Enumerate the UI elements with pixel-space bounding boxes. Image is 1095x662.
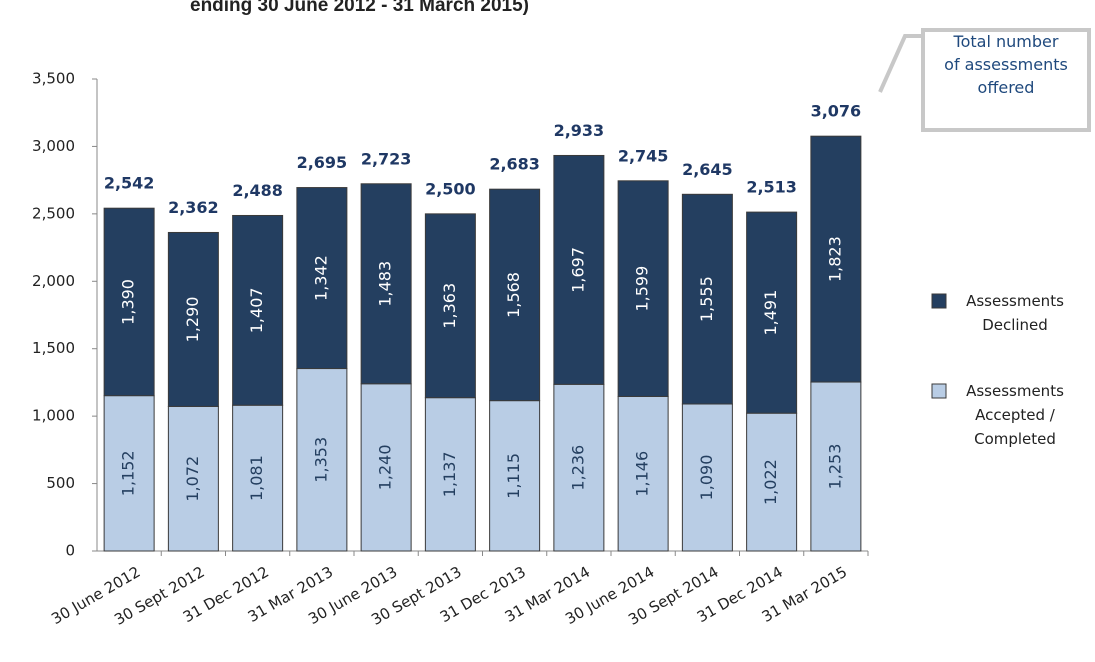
segment-label: 1,090 <box>697 455 716 501</box>
total-label: 2,362 <box>168 198 219 217</box>
segment-label: 1,115 <box>504 453 523 499</box>
segment-label: 1,290 <box>183 297 202 343</box>
segment-label: 1,491 <box>761 290 780 336</box>
bar-segment <box>617 180 669 397</box>
segment-label: 1,236 <box>568 445 587 491</box>
segment-label: 1,407 <box>247 287 266 333</box>
segment-label: 1,363 <box>440 283 459 329</box>
legend-label: Assessments Declined <box>966 292 1064 334</box>
bar-segment <box>360 383 412 552</box>
bar-segment <box>296 187 348 370</box>
y-tick-label: 2,500 <box>32 204 75 222</box>
segment-label: 1,022 <box>761 459 780 505</box>
bar-segment <box>232 214 284 406</box>
bar-segment <box>617 395 669 552</box>
segment-label: 1,483 <box>376 261 395 307</box>
bar-segment <box>681 403 733 552</box>
total-label: 2,542 <box>104 174 155 193</box>
total-label: 2,745 <box>618 146 669 165</box>
segment-label: 1,342 <box>311 255 330 301</box>
total-label: 2,683 <box>489 155 540 174</box>
total-label: 3,076 <box>811 102 862 121</box>
bar-segment <box>103 207 155 397</box>
total-label: 2,488 <box>232 181 283 200</box>
segment-label: 1,568 <box>504 272 523 318</box>
total-label: 2,500 <box>425 179 476 198</box>
bar-segment <box>746 412 798 552</box>
segment-label: 1,555 <box>697 276 716 322</box>
y-tick-label: 1,000 <box>32 407 75 425</box>
segment-label: 1,253 <box>825 444 844 490</box>
segment-label: 1,353 <box>311 437 330 483</box>
chart-title: ending 30 June 2012 - 31 March 2015) <box>190 0 529 16</box>
bar-segment <box>810 135 862 383</box>
segment-label: 1,137 <box>440 451 459 497</box>
segment-label: 1,081 <box>247 455 266 501</box>
segment-label: 1,697 <box>568 247 587 293</box>
bar-segment <box>681 193 733 405</box>
bar-segment <box>360 183 412 385</box>
legend-label: Assessments Accepted / Completed <box>966 382 1064 448</box>
y-tick-label: 1,500 <box>32 339 75 357</box>
segment-label: 1,152 <box>119 450 138 496</box>
y-tick-label: 3,000 <box>32 137 75 155</box>
bar-segment <box>424 213 476 399</box>
bar-segment <box>167 405 219 552</box>
legend-swatch <box>931 293 947 309</box>
bar-segment <box>103 395 155 552</box>
segment-label: 1,072 <box>183 456 202 502</box>
bar-segment <box>746 211 798 414</box>
total-label: 2,645 <box>682 160 733 179</box>
bar-segment <box>489 188 541 402</box>
bar-segment <box>553 154 605 385</box>
y-tick-label: 0 <box>65 542 75 560</box>
total-label: 2,933 <box>554 121 605 140</box>
total-label: 2,723 <box>361 149 412 168</box>
y-tick-label: 3,500 <box>32 70 75 88</box>
bar-segment <box>489 400 541 552</box>
bar-segment <box>810 381 862 552</box>
annotation-box <box>921 28 1091 132</box>
bar-segment <box>296 368 348 552</box>
legend-swatch <box>931 383 947 399</box>
y-tick-label: 500 <box>46 474 75 492</box>
segment-label: 1,390 <box>119 279 138 325</box>
annotation-leader <box>878 34 921 93</box>
annotation: Total number of assessments offered <box>944 32 1068 97</box>
segment-label: 1,146 <box>633 451 652 497</box>
bar-segment <box>232 404 284 552</box>
bar-segment <box>167 231 219 407</box>
total-label: 2,695 <box>297 153 348 172</box>
segment-label: 1,240 <box>376 444 395 490</box>
segment-label: 1,823 <box>825 236 844 282</box>
y-tick-label: 2,000 <box>32 272 75 290</box>
bar-segment <box>553 383 605 552</box>
segment-label: 1,599 <box>633 266 652 312</box>
bar-segment <box>424 397 476 552</box>
total-label: 2,513 <box>746 178 797 197</box>
